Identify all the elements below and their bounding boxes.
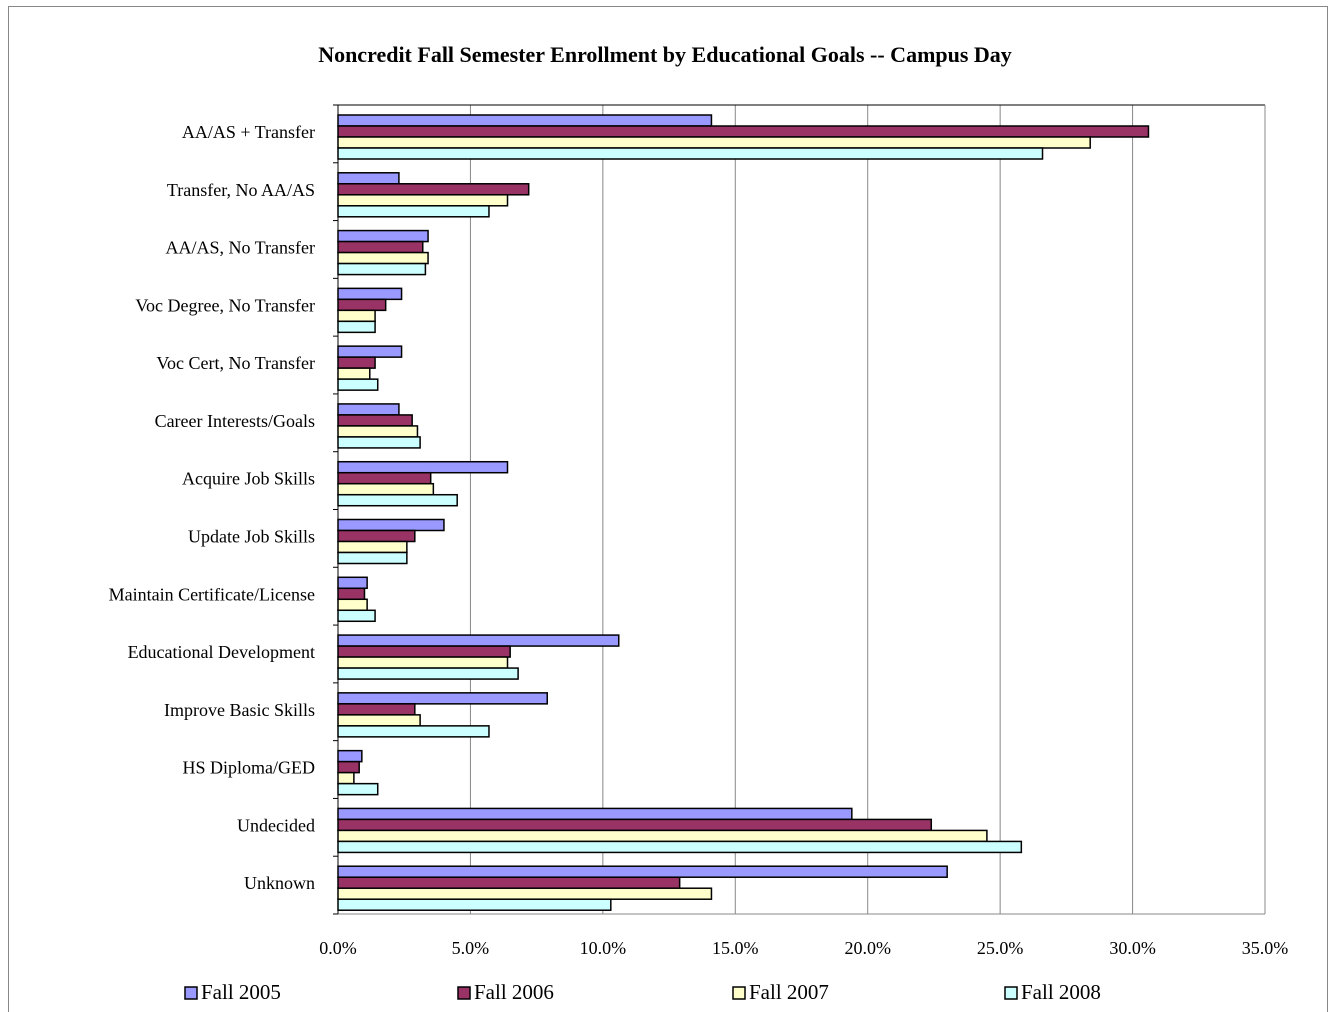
bar xyxy=(337,865,948,878)
bar xyxy=(337,782,379,796)
bar xyxy=(337,183,530,196)
y-tick-label: Update Job Skills xyxy=(188,527,315,547)
bar xyxy=(337,829,988,843)
y-tick-label: Acquire Job Skills xyxy=(182,469,315,489)
y-tick-label: Career Interests/Goals xyxy=(155,411,315,431)
bar xyxy=(337,887,713,900)
y-tick-label: Transfer, No AA/AS xyxy=(167,180,315,200)
bar xyxy=(337,692,548,705)
y-tick-label: HS Diploma/GED xyxy=(183,758,316,778)
bar xyxy=(337,807,853,821)
x-tick-label: 5.0% xyxy=(452,938,490,958)
x-tick-label: 0.0% xyxy=(319,938,357,958)
bar xyxy=(337,367,371,380)
bar xyxy=(337,147,1044,160)
y-tick-label: Educational Development xyxy=(128,642,315,662)
chart-frame xyxy=(8,6,1328,1012)
chart-title: Noncredit Fall Semester Enrollment by Ed… xyxy=(318,42,1012,67)
legend-label: Fall 2006 xyxy=(474,980,554,1004)
legend-swatch xyxy=(457,986,471,1000)
y-tick-label: Improve Basic Skills xyxy=(164,700,315,720)
y-tick-label: Maintain Certificate/License xyxy=(109,584,315,604)
x-tick-label: 10.0% xyxy=(580,938,627,958)
bar xyxy=(337,114,713,127)
bar xyxy=(337,262,427,276)
bar xyxy=(337,609,376,623)
legend-label: Fall 2008 xyxy=(1021,980,1101,1004)
bar xyxy=(337,634,620,647)
legend-label: Fall 2007 xyxy=(749,980,829,1004)
bar xyxy=(337,287,403,301)
bar xyxy=(337,529,416,543)
y-tick-label: AA/AS + Transfer xyxy=(182,122,315,142)
y-tick-label: Voc Degree, No Transfer xyxy=(135,295,315,315)
x-tick-label: 20.0% xyxy=(844,938,891,958)
bar xyxy=(337,309,376,323)
legend-label: Fall 2005 xyxy=(201,980,281,1004)
bar xyxy=(337,345,403,358)
bar xyxy=(337,229,429,243)
bar xyxy=(337,598,368,612)
bar xyxy=(337,205,490,218)
bar xyxy=(337,240,424,254)
bar xyxy=(337,194,509,207)
bar xyxy=(337,482,435,496)
bar xyxy=(337,725,490,738)
bar xyxy=(337,818,933,832)
bar xyxy=(337,436,421,449)
bar xyxy=(337,298,387,312)
bar xyxy=(337,551,408,565)
y-tick-label: Voc Cert, No Transfer xyxy=(156,353,315,373)
bar xyxy=(337,840,1023,854)
x-tick-label: 30.0% xyxy=(1109,938,1156,958)
bar xyxy=(337,136,1091,149)
bar xyxy=(337,576,368,590)
legend-swatch xyxy=(1004,986,1018,1000)
bar xyxy=(337,320,376,334)
x-tick-label: 35.0% xyxy=(1242,938,1289,958)
bar xyxy=(337,760,360,774)
y-tick-label: Unknown xyxy=(244,873,315,893)
bar xyxy=(337,125,1150,138)
bar xyxy=(337,172,400,185)
bar xyxy=(337,771,355,785)
bar xyxy=(337,378,379,391)
bar xyxy=(337,876,681,889)
bar xyxy=(337,667,519,680)
bar xyxy=(337,251,429,265)
bar xyxy=(337,587,366,601)
bar xyxy=(337,749,363,763)
bar xyxy=(337,493,458,507)
bar xyxy=(337,403,400,416)
bar xyxy=(337,425,419,438)
bar xyxy=(337,898,612,911)
bar xyxy=(337,460,509,474)
y-tick-label: Undecided xyxy=(237,815,315,835)
x-tick-label: 15.0% xyxy=(712,938,759,958)
y-tick-label: AA/AS, No Transfer xyxy=(165,238,315,258)
bar xyxy=(337,518,445,532)
bar xyxy=(337,656,509,669)
bar xyxy=(337,414,413,427)
bar xyxy=(337,703,416,716)
legend-swatch xyxy=(184,986,198,1000)
bar xyxy=(337,714,421,727)
legend-swatch xyxy=(732,986,746,1000)
bar xyxy=(337,471,432,485)
bar xyxy=(337,540,408,554)
bar xyxy=(337,356,376,369)
x-tick-label: 25.0% xyxy=(977,938,1024,958)
bar xyxy=(337,645,511,658)
